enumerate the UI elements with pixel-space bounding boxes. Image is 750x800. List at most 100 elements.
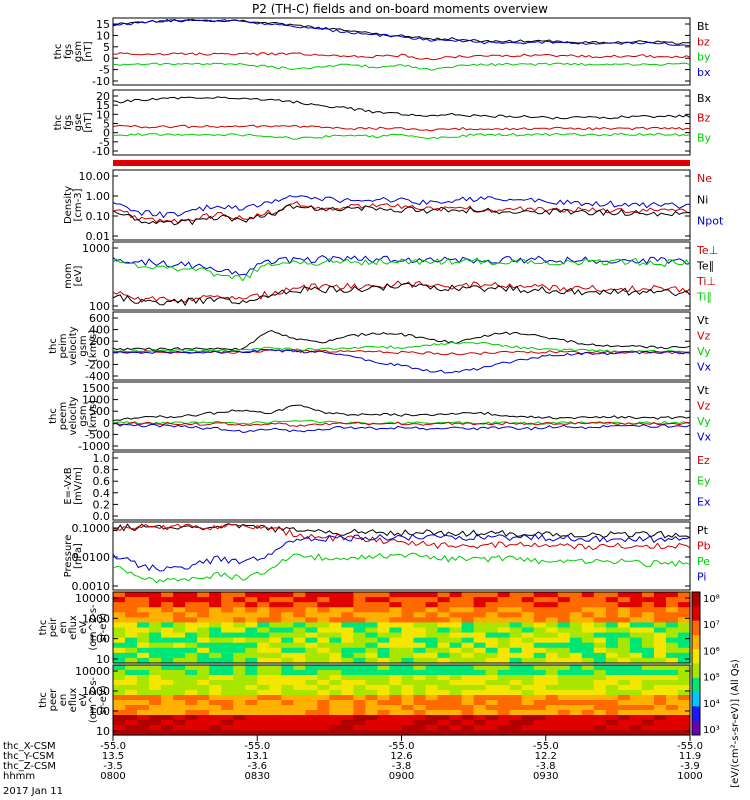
spectrogram-cell: [521, 637, 535, 644]
spectrogram-cell: [665, 720, 679, 726]
spectrogram-cell: [377, 670, 391, 676]
spectrogram-cell: [281, 705, 294, 711]
spectrogram-cell: [161, 622, 174, 629]
spectrogram-cell: [389, 612, 403, 618]
spectrogram-cell: [209, 700, 222, 706]
spectrogram-cell: [113, 675, 126, 681]
spectrogram-cell: [281, 627, 294, 634]
spectrogram-cell: [293, 690, 306, 696]
spectrogram-cell: [293, 670, 306, 676]
spectrogram-cell: [389, 652, 403, 659]
spectrogram-cell: [245, 647, 258, 654]
spectrogram-cell: [341, 710, 355, 716]
spectrogram-cell: [521, 647, 535, 654]
spectrogram-cell: [641, 685, 655, 691]
spectrogram-cell: [137, 730, 150, 736]
spectrogram-cell: [317, 597, 330, 603]
spectrogram-cell: [473, 665, 487, 671]
spectrogram-cell: [581, 720, 595, 726]
spectrogram-cell: [365, 670, 379, 676]
spectrogram-cell: [209, 597, 222, 603]
spectrogram-cell: [305, 637, 318, 644]
spectrogram-cell: [149, 652, 162, 659]
spectrogram-cell: [209, 592, 222, 598]
x-tick-label: -55.0: [244, 741, 270, 752]
spectrogram-cell: [221, 592, 234, 598]
spectrogram-cell: [605, 695, 619, 701]
spectrogram-cell: [113, 720, 126, 726]
spectrogram-cell: [473, 597, 487, 603]
spectrogram-cell: [449, 675, 463, 681]
spectrogram-cell: [173, 607, 186, 613]
spectrogram-cell: [569, 690, 583, 696]
spectrogram-cell: [425, 612, 439, 618]
spectrogram-cell: [401, 715, 415, 721]
spectrogram-cell: [137, 627, 150, 634]
spectrogram-cell: [125, 675, 138, 681]
spectrogram-cell: [173, 730, 186, 736]
series-line-Ti⊥: [112, 255, 691, 276]
spectrogram-cell: [113, 617, 126, 624]
colorbar-label: [eV/(cm²-s-sr-eV)] (All Qs): [730, 659, 741, 788]
spectrogram-cell: [593, 710, 607, 716]
spectrogram-cell: [665, 612, 679, 618]
spectrogram-cell: [665, 700, 679, 706]
spectrogram-cell: [113, 647, 126, 654]
legend-entry: Pb: [697, 540, 711, 553]
spectrogram-cell: [233, 612, 246, 618]
spectrogram-cell: [149, 627, 162, 634]
spectrogram-cell: [425, 607, 439, 613]
spectrogram-cell: [413, 690, 427, 696]
spectrogram-cell: [581, 685, 595, 691]
spectrogram-cell: [173, 720, 186, 726]
spectrogram-cell: [677, 680, 691, 686]
spectrogram-cell: [437, 622, 451, 629]
spectrogram-cell: [593, 617, 607, 624]
spectrogram-cell: [341, 642, 355, 649]
spectrogram-cell: [353, 690, 367, 696]
spectrogram-cell: [353, 607, 367, 613]
y-axis-label: eV: [78, 693, 89, 706]
spectrogram-cell: [233, 665, 246, 671]
y-tick-label: 10: [96, 725, 110, 738]
spectrogram-cell: [581, 690, 595, 696]
y-tick-label: 1500: [82, 382, 110, 395]
spectrogram-cell: [485, 680, 499, 686]
panel-frame: [112, 451, 691, 521]
spectrogram-cell: [665, 652, 679, 659]
spectrogram-cell: [665, 627, 679, 634]
spectrogram-cell: [677, 725, 691, 731]
spectrogram-cell: [137, 612, 150, 618]
spectrogram-cell: [665, 637, 679, 644]
spectrogram-cell: [209, 657, 222, 664]
spectrogram-cell: [305, 627, 318, 634]
spectrogram-cell: [509, 647, 523, 654]
spectrogram-cell: [677, 602, 691, 608]
spectrogram-cell: [233, 592, 246, 598]
spectrogram-cell: [629, 715, 643, 721]
spectrogram-cell: [437, 715, 451, 721]
spectrogram-cell: [665, 632, 679, 639]
spectrogram-cell: [185, 695, 198, 701]
y-tick-label: 15: [96, 99, 110, 112]
y-axis-label: (cm^2-s-: [88, 676, 99, 723]
spectrogram-cell: [317, 637, 330, 644]
spectrogram-cell: [569, 705, 583, 711]
spectrogram-cell: [281, 637, 294, 644]
spectrogram-cell: [389, 680, 403, 686]
spectrogram-cell: [125, 622, 138, 629]
spectrogram-cell: [413, 675, 427, 681]
spectrogram-cell: [593, 715, 607, 721]
y-axis-label: eflux: [68, 615, 79, 640]
spectrogram-cell: [125, 607, 138, 613]
spectrogram-cell: [425, 720, 439, 726]
spectrogram-cell: [305, 665, 318, 671]
spectrogram-cell: [425, 730, 439, 736]
spectrogram-cell: [221, 627, 234, 634]
spectrogram-cell: [521, 705, 535, 711]
spectrogram-cell: [533, 652, 547, 659]
spectrogram-cell: [473, 657, 487, 664]
spectrogram-cell: [293, 720, 306, 726]
spectrogram-cell: [413, 602, 427, 608]
spectrogram-cell: [677, 652, 691, 659]
